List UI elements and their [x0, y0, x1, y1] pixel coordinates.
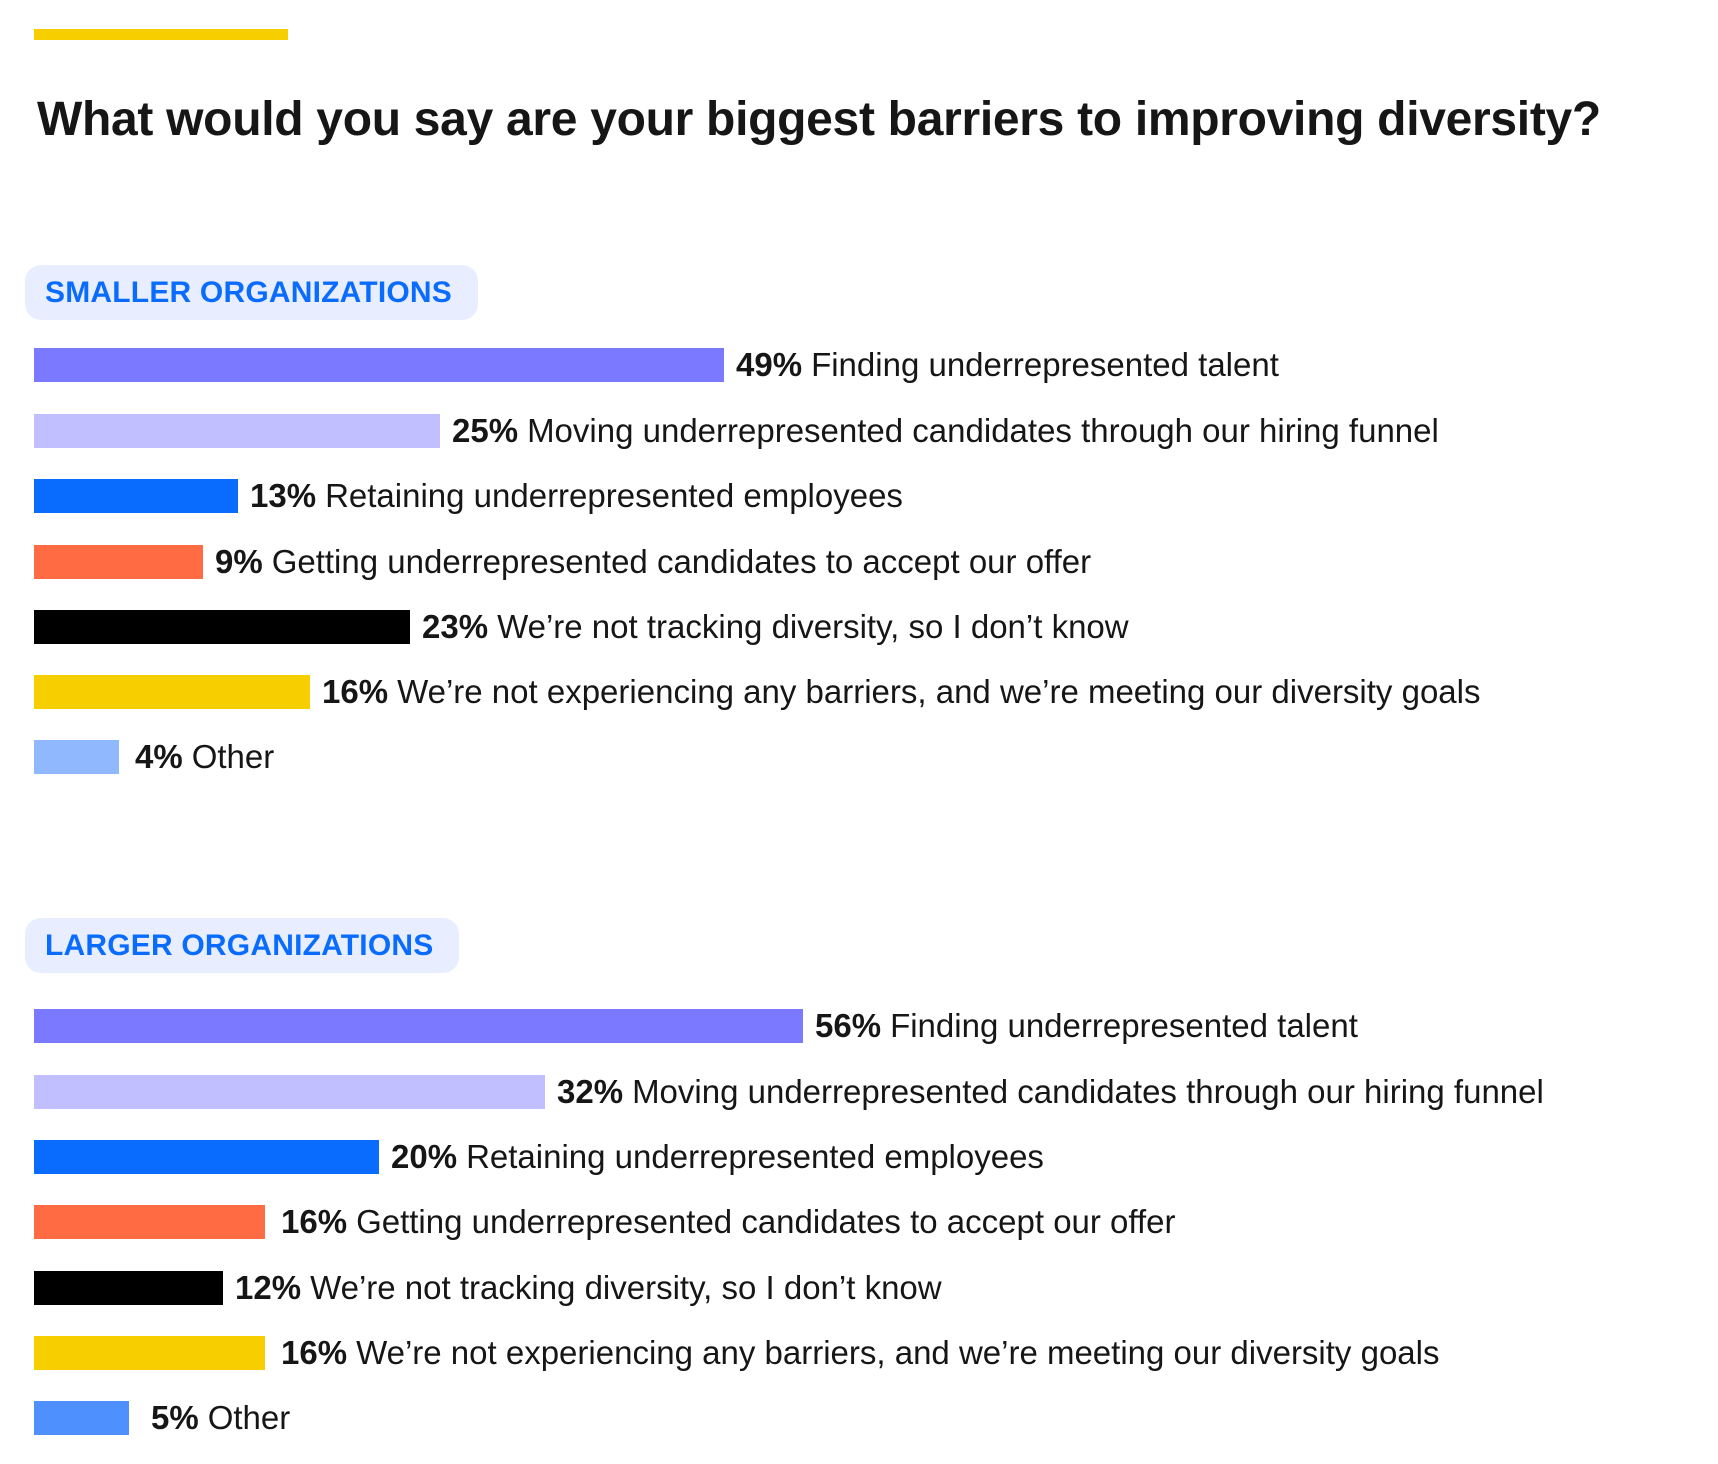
bar-text: Other [191, 738, 275, 775]
bar-percent: 9% [215, 543, 263, 580]
bar-label: 13% Retaining underrepresented employees [250, 479, 903, 513]
bar-text: Retaining underrepresented employees [325, 477, 903, 514]
bar-row: 25% Moving underrepresented candidates th… [34, 414, 1439, 448]
bar-text: We’re not experiencing any barriers, and… [356, 1334, 1440, 1371]
bar-percent: 5% [151, 1399, 199, 1436]
bar [34, 1009, 803, 1043]
bar-percent: 16% [281, 1334, 348, 1371]
bar-percent: 16% [281, 1203, 348, 1240]
bar-row: 49% Finding underrepresented talent [34, 348, 1279, 382]
bar [34, 1140, 379, 1174]
bar-text: We’re not tracking diversity, so I don’t… [310, 1269, 942, 1306]
bar-text: We’re not tracking diversity, so I don’t… [497, 608, 1129, 645]
bar-label: 16% Getting underrepresented candidates t… [281, 1205, 1176, 1239]
bar-text: Moving underrepresented candidates throu… [527, 412, 1439, 449]
bar-text: Retaining underrepresented employees [466, 1138, 1044, 1175]
bar-label: 16% We’re not experiencing any barriers, … [322, 675, 1481, 709]
bar-label: 56% Finding underrepresented talent [815, 1009, 1358, 1043]
page-title: What would you say are your biggest barr… [37, 93, 1601, 146]
bar-label: 49% Finding underrepresented talent [736, 348, 1279, 382]
bar-label: 5% Other [151, 1401, 290, 1435]
bar-row: 13% Retaining underrepresented employees [34, 479, 903, 513]
bar-label: 25% Moving underrepresented candidates th… [452, 414, 1439, 448]
bar [34, 675, 310, 709]
bar [34, 740, 119, 774]
bar-row: 16% We’re not experiencing any barriers, … [34, 675, 1481, 709]
bar-percent: 49% [736, 346, 803, 383]
bar-percent: 25% [452, 412, 519, 449]
bar-row: 23% We’re not tracking diversity, so I do… [34, 610, 1129, 644]
bar [34, 1336, 265, 1370]
bar-text: Other [207, 1399, 291, 1436]
bar [34, 610, 410, 644]
bar [34, 1205, 265, 1239]
bar-text: Getting underrepresented candidates to a… [271, 543, 1092, 580]
bar-text: Finding underrepresented talent [811, 346, 1279, 383]
bar-percent: 4% [135, 738, 183, 775]
bar-label: 32% Moving underrepresented candidates th… [557, 1075, 1544, 1109]
bar-row: 12% We’re not tracking diversity, so I do… [34, 1271, 942, 1305]
bar [34, 545, 203, 579]
bar [34, 414, 440, 448]
bar-text: We’re not experiencing any barriers, and… [397, 673, 1481, 710]
bar-row: 5% Other [34, 1401, 290, 1435]
section-badge: SMALLER ORGANIZATIONS [25, 265, 478, 320]
bar-text: Moving underrepresented candidates throu… [632, 1073, 1544, 1110]
section-badge: LARGER ORGANIZATIONS [25, 918, 460, 973]
bar-row: 20% Retaining underrepresented employees [34, 1140, 1044, 1174]
accent-rule [34, 29, 288, 40]
bar-label: 16% We’re not experiencing any barriers, … [281, 1336, 1440, 1370]
bar-row: 32% Moving underrepresented candidates th… [34, 1075, 1544, 1109]
bar-label: 4% Other [135, 740, 274, 774]
bar-label: 9% Getting underrepresented candidates to… [215, 545, 1091, 579]
bar-text: Getting underrepresented candidates to a… [356, 1203, 1176, 1240]
bar-percent: 16% [322, 673, 389, 710]
bar [34, 1075, 545, 1109]
bar-row: 16% Getting underrepresented candidates t… [34, 1205, 1176, 1239]
bar-percent: 12% [235, 1269, 302, 1306]
bar-row: 9% Getting underrepresented candidates to… [34, 545, 1091, 579]
bar [34, 479, 238, 513]
bar [34, 348, 724, 382]
bar-percent: 20% [391, 1138, 458, 1175]
bar-percent: 32% [557, 1073, 624, 1110]
bar-label: 20% Retaining underrepresented employees [391, 1140, 1044, 1174]
bar-row: 16% We’re not experiencing any barriers, … [34, 1336, 1440, 1370]
bar-percent: 56% [815, 1007, 882, 1044]
bar [34, 1271, 223, 1305]
bar-percent: 23% [422, 608, 489, 645]
bar-percent: 13% [250, 477, 317, 514]
bar-text: Finding underrepresented talent [890, 1007, 1358, 1044]
bar [34, 1401, 129, 1435]
bar-label: 23% We’re not tracking diversity, so I do… [422, 610, 1129, 644]
bar-row: 4% Other [34, 740, 274, 774]
bar-row: 56% Finding underrepresented talent [34, 1009, 1358, 1043]
bar-label: 12% We’re not tracking diversity, so I do… [235, 1271, 942, 1305]
